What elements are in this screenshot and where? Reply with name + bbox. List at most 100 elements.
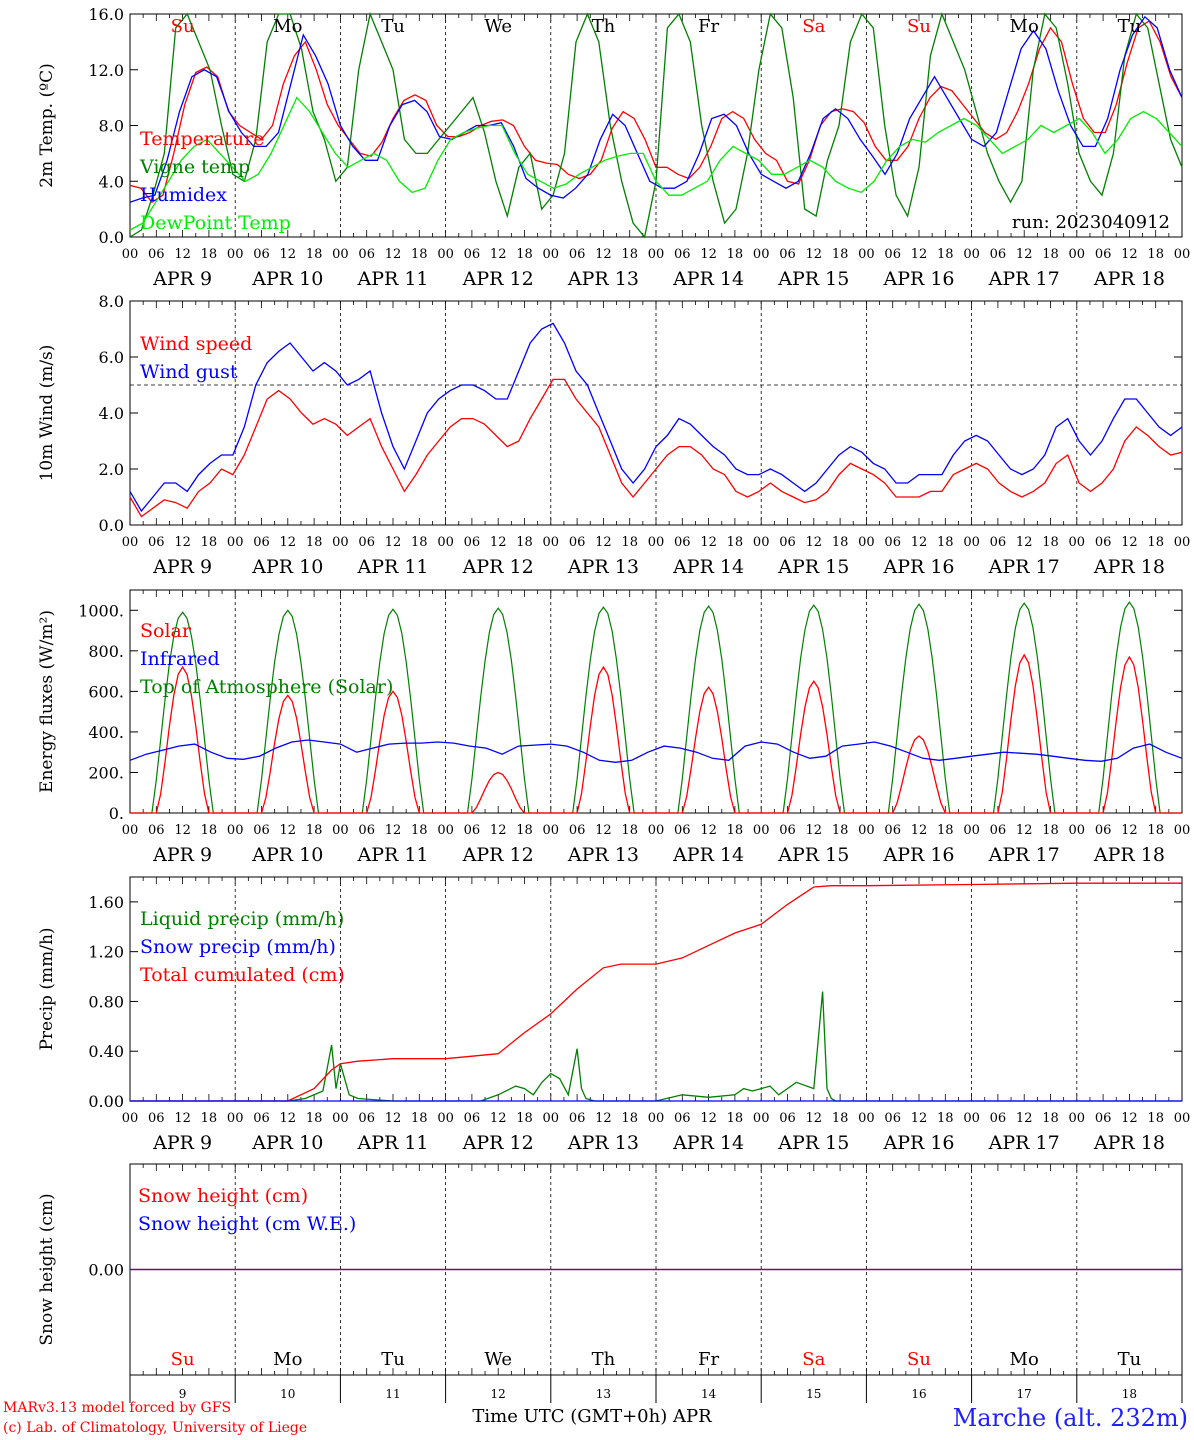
hour-tick-label: 00	[543, 823, 560, 838]
date-label: APR 13	[567, 268, 639, 290]
hour-tick-label: 00	[1174, 535, 1191, 550]
hour-tick-label: 06	[884, 1111, 901, 1126]
y-tick-label: 1.20	[88, 943, 124, 962]
y-tick-label: 0.00	[88, 1261, 124, 1280]
hour-tick-label: 00	[122, 535, 139, 550]
hour-tick-label: 06	[990, 1111, 1007, 1126]
day-name-label: We	[484, 1349, 512, 1370]
y-axis-label: Snow height (cm)	[37, 1193, 57, 1345]
hour-tick-label: 12	[490, 247, 507, 262]
y-tick-label: 8.0	[99, 117, 124, 136]
hour-tick-label: 18	[516, 247, 533, 262]
series-line-wind-gust	[129, 322, 1183, 513]
hour-tick-label: 06	[990, 535, 1007, 550]
day-name-label: Su	[171, 1349, 195, 1370]
legend-entry: Temperature	[140, 128, 264, 150]
day-number-label: 10	[280, 1387, 295, 1401]
hour-tick-label: 12	[280, 823, 297, 838]
day-number-label: 9	[179, 1387, 187, 1401]
date-label: APR 11	[356, 844, 428, 866]
hour-tick-label: 06	[884, 823, 901, 838]
hour-tick-label: 00	[963, 247, 980, 262]
day-name-label: Mo	[1010, 16, 1039, 37]
date-label: APR 9	[152, 268, 212, 290]
hour-tick-label: 12	[174, 247, 191, 262]
hour-tick-label: 06	[253, 535, 270, 550]
day-name-label: Tu	[1118, 1349, 1142, 1370]
date-label: APR 13	[567, 844, 639, 866]
y-tick-label: 400.	[88, 723, 124, 742]
hour-tick-label: 06	[358, 1111, 375, 1126]
date-label: APR 12	[462, 556, 534, 578]
hour-tick-label: 18	[727, 823, 744, 838]
hour-tick-label: 12	[490, 823, 507, 838]
legend-entry: Top of Atmosphere (Solar)	[140, 676, 393, 698]
date-label: APR 15	[777, 844, 849, 866]
series-line-total-cumulated-cm-	[130, 882, 1182, 1102]
day-name-label: Mo	[1010, 1349, 1039, 1370]
hour-tick-label: 12	[1016, 823, 1033, 838]
hour-tick-label: 00	[332, 823, 349, 838]
hour-tick-label: 18	[1147, 823, 1164, 838]
plot-frame	[129, 13, 1183, 238]
hour-tick-label: 00	[227, 535, 244, 550]
date-label: APR 12	[462, 268, 534, 290]
hour-tick-label: 12	[595, 247, 612, 262]
hour-tick-label: 06	[884, 247, 901, 262]
series-line-vigne-temp	[129, 11, 1183, 239]
date-label: APR 14	[672, 1132, 744, 1154]
date-label: APR 14	[672, 844, 744, 866]
hour-tick-label: 00	[122, 823, 139, 838]
day-number-label: 18	[1122, 1387, 1137, 1401]
date-label: APR 10	[251, 268, 323, 290]
hour-tick-label: 00	[1069, 823, 1086, 838]
hour-tick-label: 00	[1069, 535, 1086, 550]
hour-tick-label: 12	[1121, 823, 1138, 838]
hour-tick-label: 12	[700, 535, 717, 550]
date-label: APR 12	[462, 1132, 534, 1154]
hour-tick-label: 00	[753, 823, 770, 838]
hour-tick-label: 18	[832, 535, 849, 550]
y-tick-label: 0.00	[88, 1092, 124, 1111]
hour-tick-label: 06	[674, 823, 691, 838]
hour-tick-label: 06	[358, 535, 375, 550]
hour-tick-label: 18	[832, 823, 849, 838]
hour-tick-label: 00	[227, 823, 244, 838]
hour-tick-label: 12	[700, 823, 717, 838]
hour-tick-label: 06	[148, 247, 165, 262]
date-label: APR 11	[356, 268, 428, 290]
lab-credit-line: (c) Lab. of Climatology, University of L…	[3, 1420, 307, 1436]
y-tick-label: 4.0	[99, 404, 124, 423]
hour-tick-label: 12	[806, 1111, 823, 1126]
hour-tick-label: 06	[148, 535, 165, 550]
day-name-label: Fr	[698, 1349, 719, 1370]
hour-tick-label: 06	[358, 823, 375, 838]
hour-tick-label: 06	[253, 1111, 270, 1126]
day-name-label: Fr	[698, 16, 719, 37]
hour-tick-label: 18	[1147, 535, 1164, 550]
hour-tick-label: 12	[490, 535, 507, 550]
hour-tick-label: 12	[1016, 1111, 1033, 1126]
y-tick-label: 8.0	[99, 292, 124, 311]
series-line-temperature	[129, 20, 1183, 204]
date-label: APR 13	[567, 556, 639, 578]
hour-tick-label: 18	[621, 1111, 638, 1126]
hour-tick-label: 06	[990, 823, 1007, 838]
hour-tick-label: 18	[832, 247, 849, 262]
hour-tick-label: 00	[122, 247, 139, 262]
date-label: APR 17	[988, 1132, 1060, 1154]
date-label: APR 17	[988, 844, 1060, 866]
hour-tick-label: 06	[990, 247, 1007, 262]
hour-tick-label: 18	[306, 535, 323, 550]
hour-tick-label: 06	[1095, 535, 1112, 550]
hour-tick-label: 06	[464, 535, 481, 550]
hour-tick-label: 18	[411, 823, 428, 838]
hour-tick-label: 06	[779, 247, 796, 262]
hour-tick-label: 06	[674, 247, 691, 262]
y-axis-label: Precip (mm/h)	[37, 927, 57, 1050]
date-label: APR 14	[672, 556, 744, 578]
hour-tick-label: 00	[543, 247, 560, 262]
hour-tick-label: 06	[464, 823, 481, 838]
hour-tick-label: 12	[1016, 247, 1033, 262]
y-axis-label: 2m Temp. (ºC)	[37, 63, 57, 188]
